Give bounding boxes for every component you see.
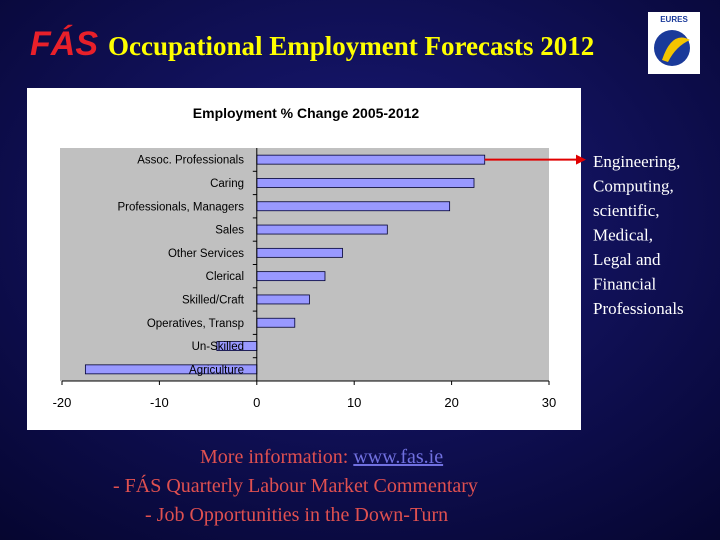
footer-line: - Job Opportunities in the Down-Turn [145, 504, 448, 526]
bar [256, 178, 475, 188]
x-tick-label: -10 [150, 395, 169, 410]
annotation-arrowhead [576, 154, 586, 165]
chart-title: Employment % Change 2005-2012 [193, 105, 420, 121]
y-tick-label: Clerical [206, 271, 244, 283]
annotation-line: Computing, [593, 177, 674, 196]
y-tick-label: Assoc. Professionals [137, 155, 244, 167]
x-tick-label: 0 [253, 395, 260, 410]
info-line: More information: www.fas.ie [200, 446, 443, 468]
annotation-line: Engineering, [593, 152, 680, 171]
y-tick-label: Un-Skilled [192, 341, 244, 353]
x-tick-label: 20 [444, 395, 458, 410]
chart: -20 -10 0 10 20 30 Assoc. Professionals Caring P… [53, 148, 556, 410]
bar [256, 224, 388, 235]
annotation-line: Legal and [593, 250, 661, 269]
y-tick-label: Operatives, Transp [147, 318, 244, 330]
annotation: Engineering, Computing, scientific, Medical… [484, 152, 684, 318]
y-tick-label: Sales [215, 225, 244, 237]
eures-logo-text: EURES [660, 15, 688, 24]
x-tick-label: 30 [542, 395, 556, 410]
x-tick-label: -20 [53, 395, 72, 410]
bar [256, 201, 451, 212]
bar [256, 154, 486, 165]
y-tick-label: Skilled/Craft [182, 294, 245, 306]
bar [256, 294, 310, 305]
bar [256, 271, 326, 282]
annotation-line: Medical, [593, 226, 653, 245]
x-tick-label: 10 [347, 395, 361, 410]
footer-line: - FÁS Quarterly Labour Market Commentary [113, 474, 478, 497]
bar [256, 247, 343, 258]
slide-title: Occupational Employment Forecasts 2012 [108, 31, 594, 61]
y-tick-label: Other Services [168, 248, 244, 260]
annotation-line: Financial [593, 275, 657, 294]
info-label: More information: [200, 446, 348, 468]
bar [256, 317, 296, 328]
eures-logo: EURES [648, 12, 700, 74]
y-tick-label: Agriculture [189, 364, 244, 376]
fas-logo: FÁS [30, 25, 98, 63]
info-link[interactable]: www.fas.ie [353, 446, 443, 468]
annotation-line: scientific, [593, 201, 660, 220]
eures-logo-swoosh [662, 37, 690, 62]
annotation-line: Professionals [593, 299, 684, 318]
y-tick-label: Caring [210, 178, 244, 190]
y-tick-label: Professionals, Managers [117, 201, 244, 213]
